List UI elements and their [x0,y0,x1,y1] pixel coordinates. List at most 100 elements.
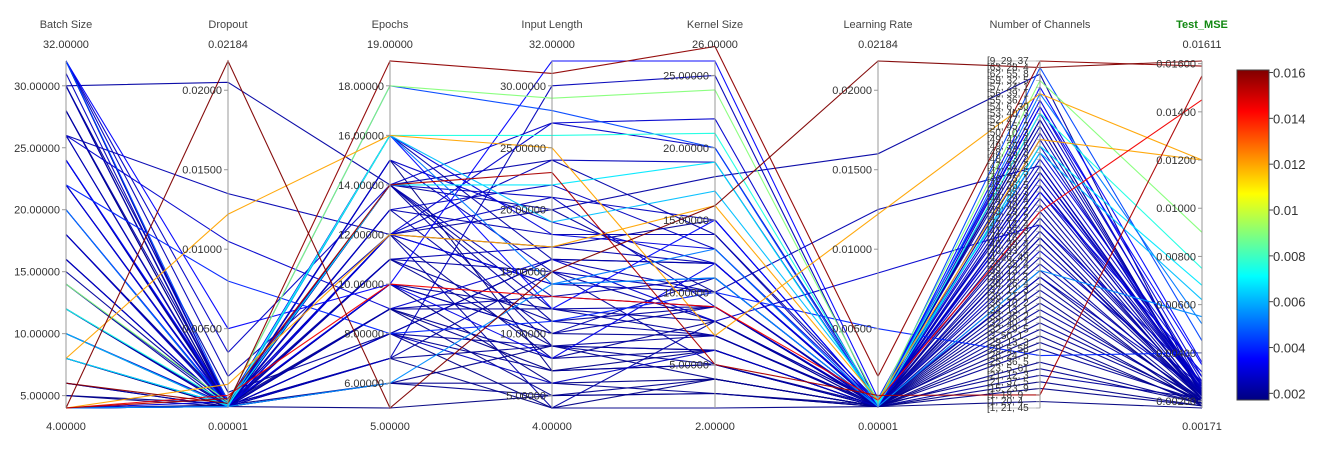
axis-tick-label: 5.00000 [669,360,709,372]
axis-tick-label: 15.00000 [14,267,60,279]
category-label: [39, 35, 4 [987,259,1029,270]
axis-tick-label: 0.00400 [1156,348,1196,360]
data-line [65,134,1203,383]
axis-range-max: 0.02184 [858,39,898,51]
axis-title: Learning Rate [843,19,912,31]
category-label: [33, 36, 2 [987,311,1029,322]
data-line [65,59,1203,409]
colorbar-tick-label: 0.006 [1273,295,1306,310]
category-label: [26, 24, 5 [987,351,1029,362]
data-line [65,250,1203,408]
category-label: [39, 13, 2 [987,266,1029,277]
category-label: [39, 11, 3 [987,272,1028,283]
axis-tick-label: 5.00000 [506,391,546,403]
data-line [65,99,1203,409]
axis-batch-size: Batch Size 32.00000 4.00000 5.00000 10.00000… [14,19,92,433]
category-label: [41, 16, 1 [987,233,1029,244]
axis-tick-label: 0.01000 [832,244,872,256]
data-line [65,135,1203,408]
axis-range-min: 4.00000 [46,421,86,433]
axis-tick-label: 0.00500 [182,324,222,336]
colorbar-tick-label: 0.016 [1273,66,1306,81]
axis-tick-label: 14.00000 [338,180,384,192]
data-line [65,60,1203,403]
category-label: [38, 26, 4 [987,279,1029,290]
axis-tick-label: 0.01000 [182,244,222,256]
category-label: [40, 33, 4 [987,246,1029,257]
axis-title: Dropout [208,19,247,31]
axis-tick-label: 0.00500 [832,324,872,336]
data-line [65,308,1203,406]
category-label: [21, 12, 3 [987,370,1029,381]
category-label: [46, 25, 1 [987,174,1029,185]
axis-tick-label: 20.00000 [663,143,709,155]
axis-tick-label: 20.00000 [14,205,60,217]
axis-title: Batch Size [40,19,93,31]
category-label: [32, 40, 1 [987,318,1029,329]
colorbar-tick-label: 0.008 [1273,249,1306,264]
axis-range-max: 0.01611 [1183,39,1222,51]
category-label: [32, 29, 5 [987,324,1029,335]
colorbar-tick-label: 0.002 [1273,386,1306,401]
data-line [65,139,1203,409]
axis-range-max: 0.02184 [208,39,248,51]
data-line [65,243,1203,408]
axis-tick-label: 15.00000 [500,267,546,279]
axis-tick-label: 10.00000 [500,329,546,341]
category-label: [47, 27, 5 [987,167,1029,178]
category-label: [1, 20, 4 [987,396,1024,407]
category-label: [36, 10, 2 [987,298,1029,309]
axis-tick-label: 16.00000 [338,130,384,142]
category-label: [28, 5, 58 [987,344,1029,355]
axis-bar [987,60,1041,409]
category-label: [54, 6, 30 [987,102,1029,113]
data-line [65,158,1203,408]
data-line [65,184,1203,406]
data-line [65,45,1203,404]
axis-tick-label: 10.00000 [14,329,60,341]
category-label: [48, 36, 3 [987,148,1029,159]
category-label: [41, 35, 3 [987,226,1029,237]
data-line [65,204,1203,408]
colorbar: 0.002 0.004 0.006 0.008 0.01 0.012 0.014 0.016 [1236,66,1306,401]
data-line [65,60,1203,400]
data-line [65,134,1203,408]
axis-range-max: 19.00000 [367,39,413,51]
axis-tick-label: 0.00600 [1156,300,1196,312]
category-label: [59, 32, 5 [987,76,1029,87]
axis-test-mse: Test_MSE 0.01611 0.00171 0.00200 0.00400 0.00… [1156,19,1228,433]
data-line [65,184,1203,357]
data-line [65,134,1203,392]
category-label: [29, 13, 3 [987,338,1029,349]
axis-tick-label: 12.00000 [338,230,384,242]
axis-tick-label: 0.02000 [182,85,222,97]
category-label: [53, 40, 3 [987,108,1029,119]
axis-range-min: 0.00001 [858,421,898,433]
axis-tick-label: 0.01600 [1156,59,1196,71]
category-label: [4, 26, 49 [987,252,1029,263]
axis-tick-label: 0.01500 [182,165,222,177]
axis-tick-label: 25.00000 [14,143,60,155]
category-label: [57, 24, 1 [987,82,1029,93]
colorbar-gradient [1236,69,1270,401]
category-label: [56, 39, 1 [987,89,1029,100]
axis-tick-label: 18.00000 [338,81,384,93]
data-line [65,159,1203,408]
axis-tick-label: 0.00200 [1156,396,1196,408]
category-label: [34, 13, 1 [987,305,1029,316]
category-label: [63, 28, 4 [987,63,1029,74]
axis-tick-label: 8.00000 [344,329,384,341]
category-label: [49, 39, 5 [987,141,1029,152]
category-label: [43, 49, 2 [987,200,1029,211]
data-line [65,79,1203,404]
polylines [65,45,1203,409]
axis-dropout: Dropout 0.02184 0.00001 0.00500 0.01000 0.015… [182,19,248,433]
axis-tick-label: 10.00000 [338,279,384,291]
axis-range-max: 32.00000 [43,39,89,51]
category-label: [48, 23, 2 [987,154,1029,165]
axis-epochs: Epochs 19.00000 5.00000 6.00000 8.00000 10.00… [338,19,413,433]
data-line [65,74,1203,409]
category-label: [51, 45, 2 [987,121,1029,132]
axis-tick-label: 20.00000 [500,205,546,217]
axis-range-max: 26.00000 [692,39,738,51]
